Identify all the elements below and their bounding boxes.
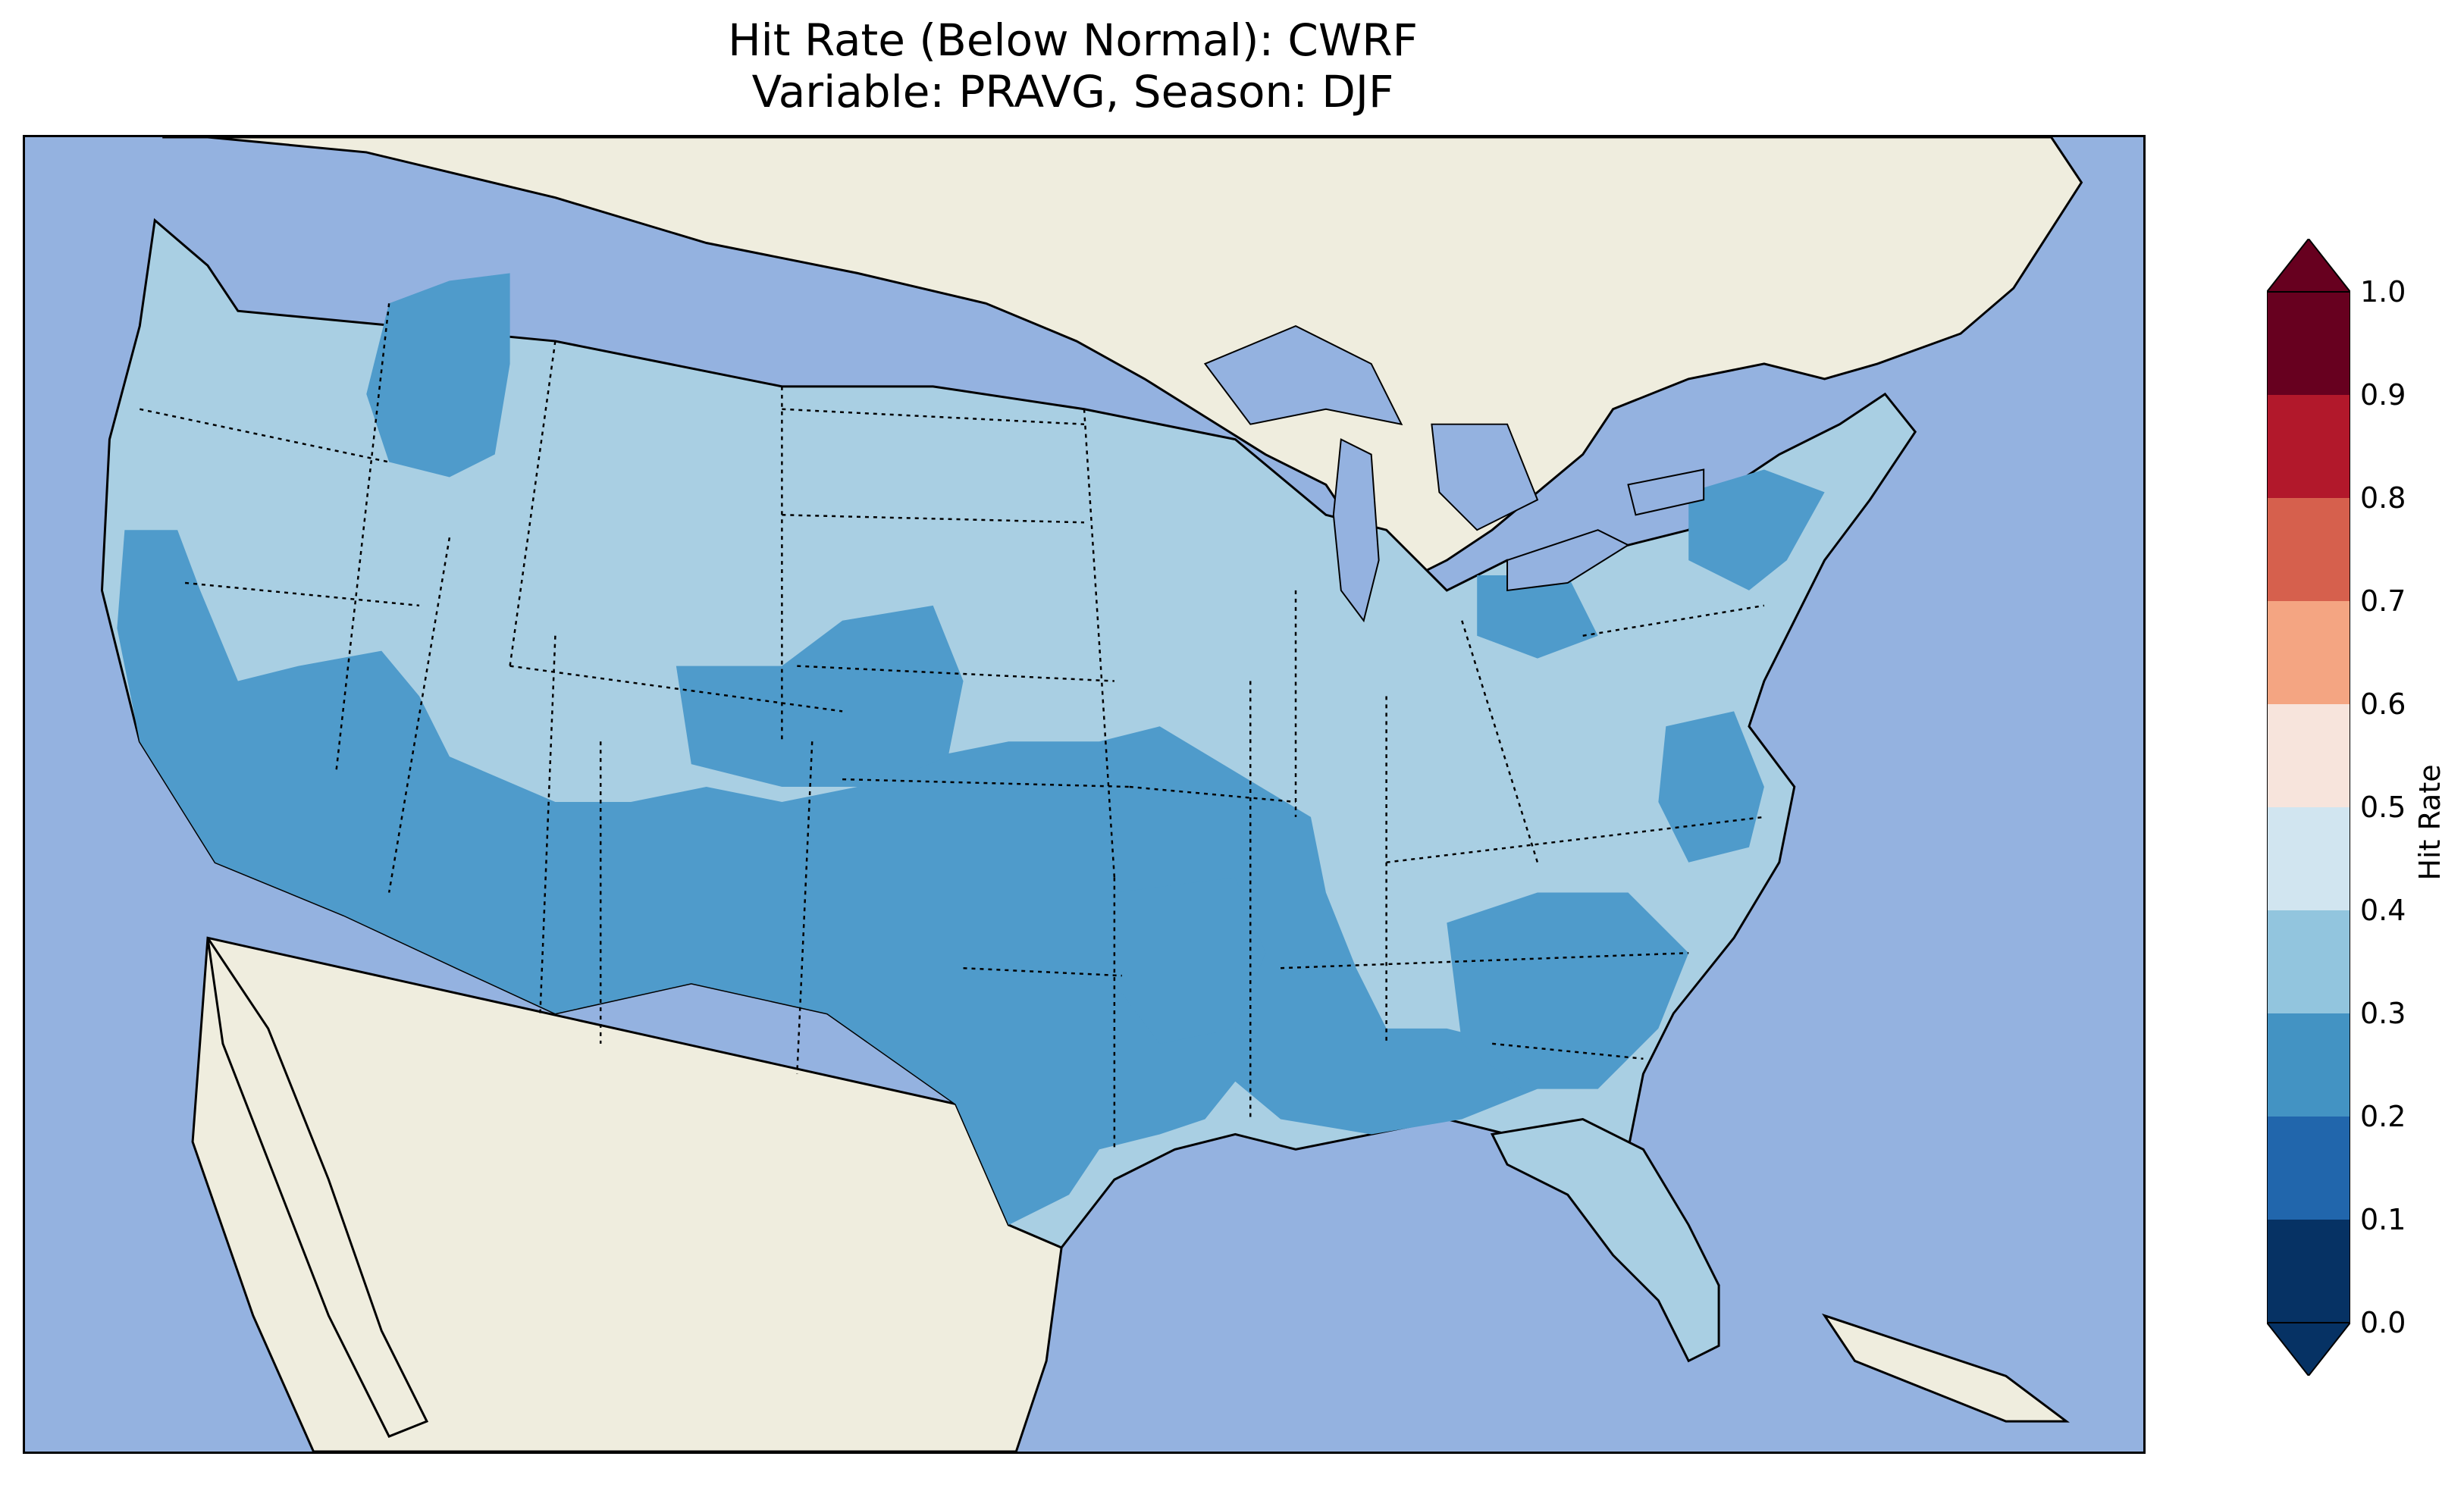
georgia-dark — [1447, 892, 1689, 1089]
virginia-dark — [1658, 711, 1764, 863]
colorbar-bin-0.4-0.5 — [2267, 807, 2350, 910]
colorbar-extend-over — [2267, 239, 2350, 293]
state-boundaries — [140, 303, 1765, 1150]
colorbar-bin-0.7-0.8 — [2267, 498, 2350, 601]
map-title: Hit Rate (Below Normal): CWRF — [728, 14, 1418, 66]
colorbar-tick-label: 0.9 — [2360, 378, 2406, 412]
region-hit-rate-0.2-0.3 — [117, 273, 1825, 1226]
lake-superior — [1203, 325, 1403, 426]
colorbar-bin-0.8-0.9 — [2267, 395, 2350, 498]
map-panel — [23, 135, 2146, 1454]
colorado-dark — [676, 605, 964, 788]
lake-ontario — [1627, 468, 1705, 516]
colorbar-tick-label: 0.1 — [2360, 1203, 2406, 1236]
colorbar-bin-0.2-0.3 — [2267, 1013, 2350, 1117]
colorbar-bin-0.6-0.7 — [2267, 601, 2350, 704]
colorbar-bin-0.5-0.6 — [2267, 704, 2350, 807]
colorbar — [2267, 239, 2350, 1376]
colorbar-frame — [2267, 291, 2350, 1323]
colorbar-bin-0.3-0.4 — [2267, 910, 2350, 1013]
colorbar-tick-label: 0.8 — [2360, 481, 2406, 515]
lake-huron — [1431, 423, 1539, 531]
lake-michigan — [1332, 438, 1380, 623]
florida — [1490, 1117, 1720, 1363]
colorbar-tick-label: 0.6 — [2360, 687, 2406, 721]
colorbar-tick-label: 0.2 — [2360, 1100, 2406, 1133]
colorbar-tick-label: 0.4 — [2360, 894, 2406, 927]
cuba-island — [1821, 1313, 2071, 1423]
colorbar-extend-under — [2267, 1322, 2350, 1376]
colorbar-tick-label: 1.0 — [2360, 275, 2406, 309]
colorbar-tick-label: 0.5 — [2360, 791, 2406, 824]
colorbar-tick-label: 0.3 — [2360, 997, 2406, 1030]
great-lakes — [1203, 325, 1705, 623]
colorbar-tick-label: 0.0 — [2360, 1306, 2406, 1339]
northeast-dark — [1688, 469, 1825, 590]
colorbar-bin-0.0-0.1 — [2267, 1220, 2350, 1323]
colorbar-bin-0.9-1.0 — [2267, 292, 2350, 395]
colorbar-bin-0.1-0.2 — [2267, 1117, 2350, 1220]
lake-erie — [1506, 529, 1630, 592]
choropleth-map — [26, 137, 2143, 1452]
idaho-dark — [366, 273, 510, 478]
colorbar-label: Hit Rate — [2413, 764, 2447, 881]
arkansas-dark — [1114, 877, 1266, 1044]
west-coast-dark — [117, 530, 1538, 1226]
map-subtitle: Variable: PRAVG, Season: DJF — [751, 66, 1394, 117]
ohio-dark — [1477, 575, 1598, 659]
baja-peninsula — [206, 937, 429, 1438]
colorbar-tick-label: 0.7 — [2360, 584, 2406, 618]
